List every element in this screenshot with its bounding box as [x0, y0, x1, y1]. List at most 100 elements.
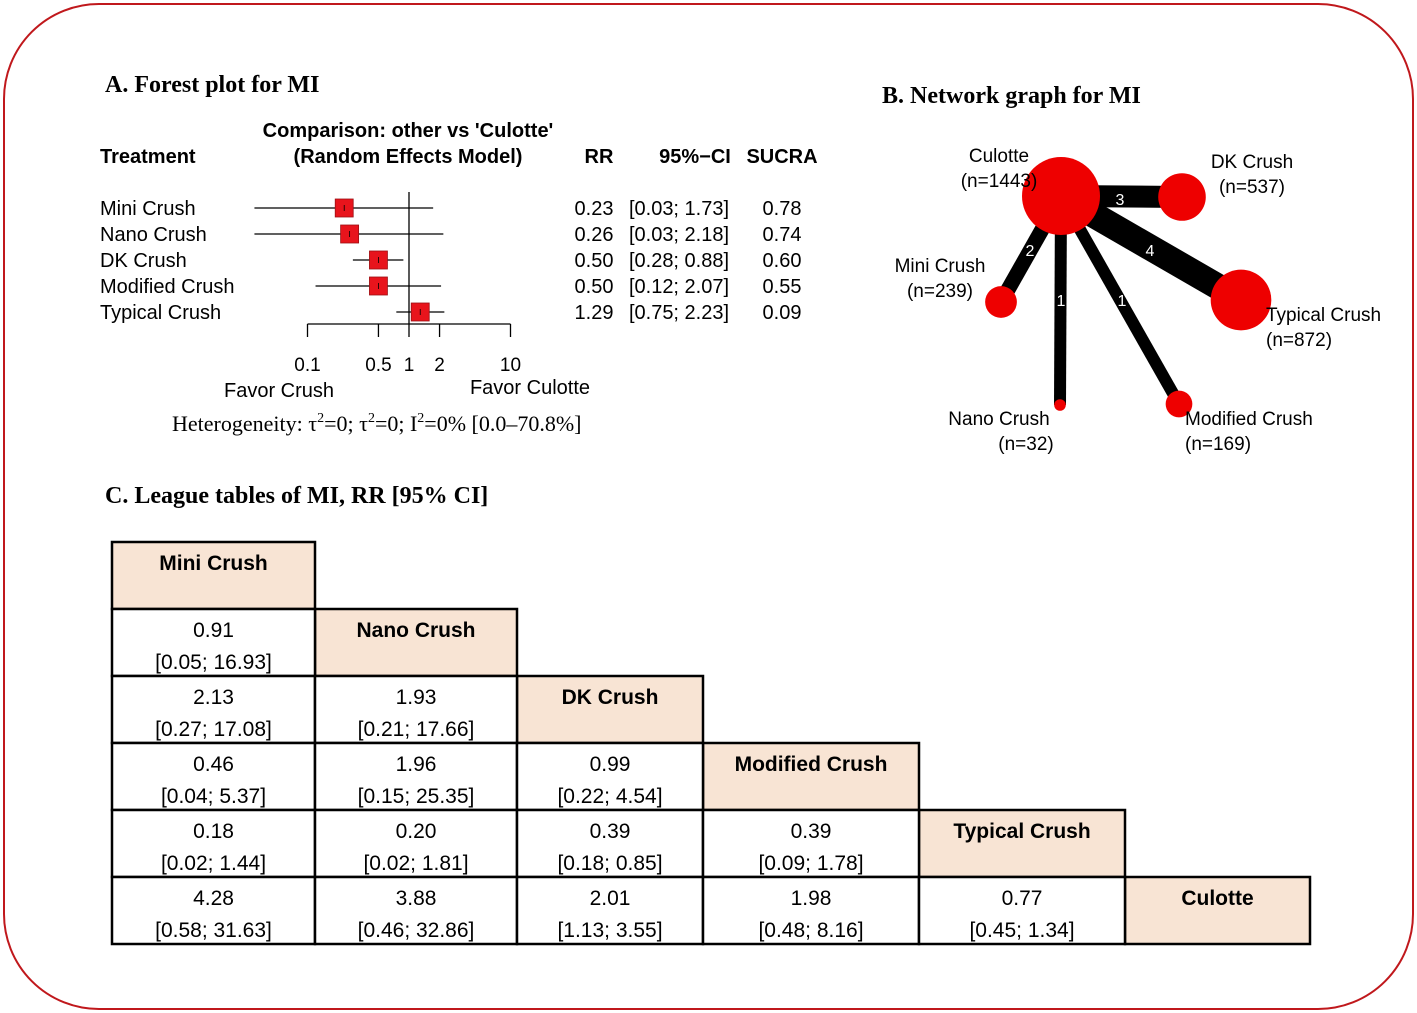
league-rr-value: 0.91	[193, 619, 234, 642]
forest-rows: Mini Crush 0.23 [0.03; 1.73] 0.78 Nano Crush…	[100, 198, 801, 324]
network-labels: Culotte (n=1443) DK Crush (n=537) Mini Crush…	[895, 146, 1382, 455]
league-rr-value: 1.98	[791, 887, 832, 910]
forest-header-model: (Random Effects Model)	[294, 146, 523, 168]
league-ci-value: [0.09; 1.78]	[758, 852, 863, 875]
network-node-name: DK Crush	[1211, 152, 1293, 173]
league-ci-value: [0.15; 25.35]	[358, 785, 475, 808]
network-edge-label: 2	[1026, 243, 1035, 260]
forest-row-label: Typical Crush	[100, 302, 221, 324]
network-node	[1158, 173, 1206, 221]
forest-x-tick-label: 2	[434, 355, 445, 376]
forest-sucra-value: 0.55	[763, 276, 802, 298]
league-diagonal-cell	[110, 540, 317, 611]
favor-culotte-label: Favor Culotte	[470, 377, 590, 399]
league-cell	[110, 607, 317, 678]
league-cell	[515, 741, 705, 812]
league-rr-value: 3.88	[396, 887, 437, 910]
network-node-name: Mini Crush	[895, 256, 986, 277]
league-cell	[110, 808, 317, 879]
league-rr-value: 0.99	[590, 753, 631, 776]
network-node-name: Modified Crush	[1185, 409, 1313, 430]
league-treatment-label: Culotte	[1181, 887, 1253, 910]
forest-ci-value: [0.75; 2.23]	[629, 302, 729, 324]
league-diagonal-cell	[701, 741, 921, 812]
league-rr-value: 1.93	[396, 686, 437, 709]
league-rr-value: 2.01	[590, 887, 631, 910]
league-diagonal-cell	[917, 808, 1127, 879]
forest-header-ci: 95%−CI	[659, 146, 731, 168]
forest-ci-value: [0.12; 2.07]	[629, 276, 729, 298]
forest-row-label: Mini Crush	[100, 198, 196, 220]
network-edge-label: 1	[1057, 293, 1066, 310]
league-ci-value: [0.21; 17.66]	[358, 718, 475, 741]
forest-row-label: Nano Crush	[100, 224, 207, 246]
league-cell	[701, 875, 921, 946]
league-cell	[110, 875, 317, 946]
panel-network-graph: B. Network graph for MI 3 2 4 1 1 Culotte (n=…	[882, 83, 1381, 455]
league-ci-value: [0.05; 16.93]	[155, 651, 272, 674]
league-rr-value: 0.46	[193, 753, 234, 776]
network-nodes	[985, 157, 1272, 418]
league-ci-value: [0.04; 5.37]	[161, 785, 266, 808]
forest-rr-value: 0.50	[575, 250, 614, 272]
network-node-count: (n=32)	[998, 434, 1053, 455]
network-node-name: Culotte	[969, 146, 1029, 167]
league-ci-value: [0.48; 8.16]	[758, 919, 863, 942]
network-edge-label: 4	[1146, 243, 1155, 260]
network-edge-label: 1	[1118, 293, 1127, 310]
favor-crush-label: Favor Crush	[224, 380, 334, 402]
league-cell	[917, 875, 1127, 946]
league-ci-value: [0.27; 17.08]	[155, 718, 272, 741]
league-rr-value: 0.20	[396, 820, 437, 843]
league-rr-value: 0.39	[590, 820, 631, 843]
league-treatment-label: DK Crush	[562, 686, 659, 709]
network-graph-title: B. Network graph for MI	[882, 83, 1141, 109]
forest-x-tick-label: 1	[404, 355, 415, 376]
panel-forest-plot: A. Forest plot for MI Comparison: other …	[100, 72, 818, 436]
league-rr-value: 0.18	[193, 820, 234, 843]
network-edge-label: 3	[1116, 192, 1125, 209]
network-node	[1022, 157, 1100, 235]
league-diagonal-cell	[313, 607, 519, 678]
forest-header-rr: RR	[585, 146, 614, 168]
league-ci-value: [0.46; 32.86]	[358, 919, 475, 942]
forest-header-treatment: Treatment	[100, 146, 196, 168]
league-table-title: C. League tables of MI, RR [95% CI]	[105, 483, 488, 509]
forest-x-tick-label: 0.1	[294, 355, 320, 376]
forest-header-comparison: Comparison: other vs 'Culotte'	[263, 120, 554, 142]
league-ci-value: [0.22; 4.54]	[557, 785, 662, 808]
network-node-name: Typical Crush	[1266, 305, 1381, 326]
league-cell	[515, 808, 705, 879]
network-node	[1210, 269, 1272, 331]
league-rr-value: 2.13	[193, 686, 234, 709]
league-rr-value: 0.77	[1002, 887, 1043, 910]
league-cell	[313, 741, 519, 812]
network-node	[1054, 399, 1066, 411]
network-node-count: (n=537)	[1219, 177, 1285, 198]
league-treatment-label: Typical Crush	[953, 820, 1090, 843]
network-node-count: (n=239)	[907, 281, 973, 302]
forest-rr-value: 0.23	[575, 198, 614, 220]
network-node-count: (n=872)	[1266, 330, 1332, 351]
league-rr-value: 0.39	[791, 820, 832, 843]
league-ci-value: [0.02; 1.81]	[363, 852, 468, 875]
forest-rr-value: 0.50	[575, 276, 614, 298]
league-treatment-label: Modified Crush	[735, 753, 888, 776]
league-rr-value: 1.96	[396, 753, 437, 776]
league-ci-value: [0.18; 0.85]	[557, 852, 662, 875]
network-edge	[1055, 193, 1185, 407]
league-cell	[515, 875, 705, 946]
forest-sucra-value: 0.74	[763, 224, 802, 246]
league-ci-value: [0.58; 31.63]	[155, 919, 272, 942]
forest-ci-value: [0.03; 2.18]	[629, 224, 729, 246]
league-cell	[313, 808, 519, 879]
forest-sucra-value: 0.09	[763, 302, 802, 324]
network-node	[1165, 390, 1193, 418]
league-ci-value: [0.45; 1.34]	[969, 919, 1074, 942]
forest-row-label: Modified Crush	[100, 276, 235, 298]
forest-sucra-value: 0.78	[763, 198, 802, 220]
forest-sucra-value: 0.60	[763, 250, 802, 272]
league-treatment-label: Mini Crush	[159, 552, 268, 575]
forest-ci-value: [0.03; 1.73]	[629, 198, 729, 220]
